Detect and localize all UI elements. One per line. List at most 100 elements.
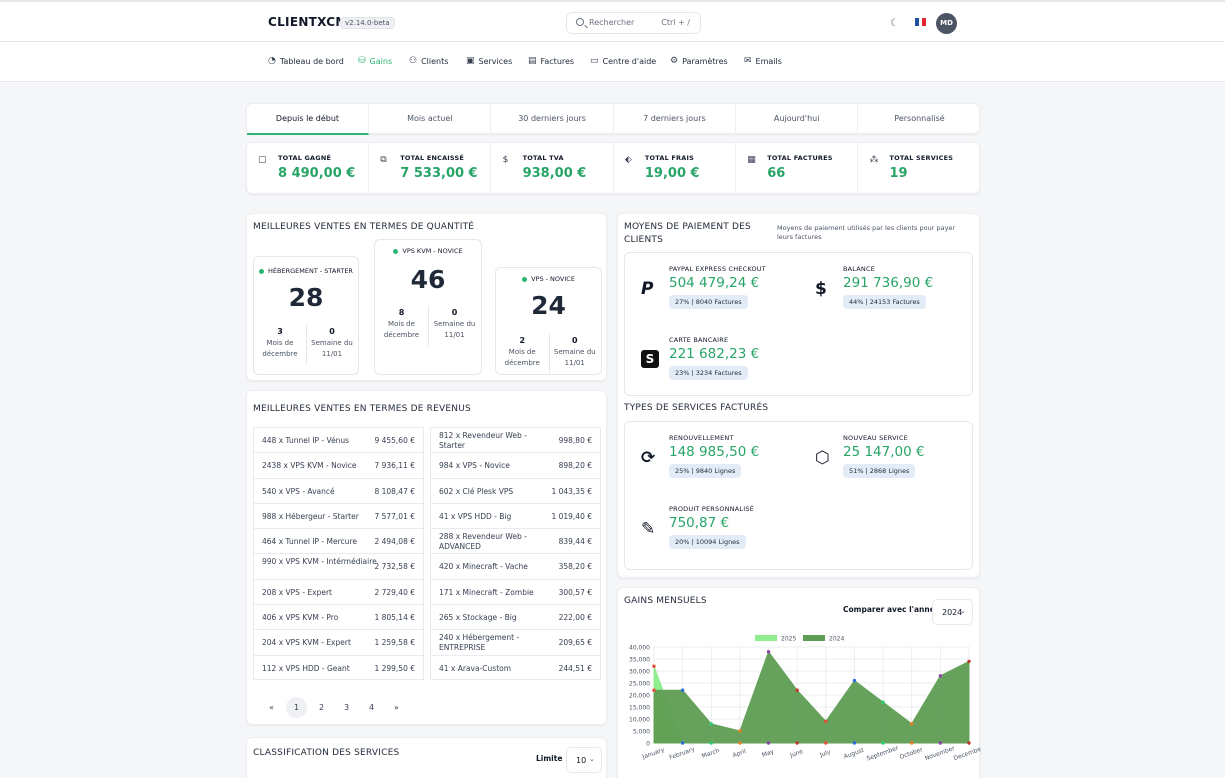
table-row: 171 x Minecraft - Zombie 300,57 €	[430, 578, 601, 605]
x-tick-label: November	[924, 745, 956, 762]
table-row: 990 x VPS KVM - Intérmédiaire 2 732,58 €	[253, 553, 424, 579]
week-value: 0	[571, 336, 578, 345]
table-row: 2438 x VPS KVM - Novice 7 936,11 €	[253, 452, 424, 478]
year-select[interactable]: 2024 ⌄	[932, 599, 973, 625]
french-flag-icon[interactable]	[915, 18, 927, 26]
product-revenue: 1 043,35 €	[551, 486, 592, 496]
y-tick-label: 30,000	[629, 669, 650, 676]
search-input[interactable]: Rechercher Ctrl + /	[566, 12, 701, 34]
limit-select[interactable]: 10 ⌄	[566, 747, 602, 773]
status-dot	[259, 268, 265, 274]
nav-item-label: Services	[478, 56, 513, 66]
item-value: 148 985,50 €	[669, 444, 760, 460]
product-name: 171 x Minecraft - Zombie	[439, 587, 534, 597]
nav-item-0[interactable]: ◔ Tableau de bord	[268, 56, 344, 66]
nav-item-3[interactable]: ▣ Services	[466, 56, 512, 66]
product-revenue: 9 455,60 €	[374, 436, 415, 445]
product-name: 988 x Hébergeur - Starter	[262, 511, 359, 521]
limit-value: 10	[576, 756, 587, 765]
x-tick-label: January	[641, 746, 666, 761]
product-name: 41 x VPS HDD - Big	[439, 511, 512, 521]
product-revenue: 1 259,58 €	[374, 638, 415, 648]
section-title: TYPES DE SERVICES FACTURÉS	[624, 403, 769, 413]
nav-item-7[interactable]: ✉ Emails	[744, 56, 782, 66]
item-value: 25 147,00 €	[843, 444, 925, 460]
nav-item-2[interactable]: ⚇ Clients	[409, 56, 448, 66]
payment-methods-card: MOYENS DE PAIEMENT DES CLIENTS Moyens de…	[617, 213, 980, 578]
refresh-icon: ⟳	[641, 448, 656, 468]
page-button-1[interactable]: 1	[286, 697, 307, 718]
stat-value: 19	[889, 166, 908, 181]
stat-label: TOTAL SERVICES	[889, 154, 954, 162]
stat-card: ⁂ TOTAL SERVICES 19	[859, 143, 981, 195]
product-revenue: 1 019,40 €	[551, 511, 592, 521]
legend-swatch	[755, 635, 777, 641]
top-bar: CLIENTXCMS v2.14.0-beta Rechercher Ctrl …	[0, 0, 1225, 42]
product-name: 984 x VPS - Novice	[439, 461, 510, 471]
service-types-box: ⟳ RENOUVELLEMENT 148 985,50 € 25% | 9840 Li…	[624, 421, 973, 570]
page-button-5[interactable]: »	[394, 703, 399, 712]
x-tick-label: May	[761, 748, 775, 759]
item-value: 291 736,90 €	[843, 275, 934, 291]
nav-item-5[interactable]: ▭ Centre d'aide	[590, 56, 656, 66]
section-title: GAINS MENSUELS	[624, 596, 707, 606]
tab-period-4[interactable]: Aujourd'hui	[736, 104, 859, 135]
search-icon	[576, 18, 584, 26]
nav-item-label: Gains	[369, 56, 393, 66]
monthly-gains-chart: 40,000 35,000 30,000 25,000 20,000 15,000 10,0…	[629, 635, 981, 763]
product-name: 464 x Tunnel IP - Mercure	[262, 537, 357, 547]
table-row: 540 x VPS - Avancé 8 108,47 €	[253, 477, 424, 503]
tab-period-5[interactable]: Personnalisé	[894, 114, 945, 123]
item-label: BALANCE	[843, 265, 876, 273]
stat-value: 66	[767, 166, 786, 181]
page-button-2[interactable]: 2	[318, 703, 325, 712]
best-sales-revenue-card: MEILLEURES VENTES EN TERMES DE REVENUS 4…	[246, 390, 607, 725]
top-product-card: VPS - NOVICE 24 2 Mois de décembre 0 Semaine …	[495, 267, 602, 375]
nav-item-4[interactable]: ▤ Factures	[528, 56, 574, 66]
y-tick-label: 10,000	[629, 717, 650, 724]
tab-period-2[interactable]: 30 derniers jours	[492, 104, 614, 135]
divider	[306, 325, 307, 365]
table-row: 602 x Clé Plesk VPS 1 043,35 €	[430, 477, 601, 503]
page-button-0[interactable]: «	[269, 703, 274, 712]
page-button-3[interactable]: 3	[343, 703, 350, 712]
data-point	[738, 741, 742, 745]
stat-card: ⬖ TOTAL FRAIS 19,00 €	[614, 143, 736, 195]
page-button-4[interactable]: 4	[368, 703, 375, 712]
stat-label: TOTAL ENCAISSÉ	[400, 154, 465, 162]
product-name: 288 x Revendeur Web - ADVANCED	[439, 532, 527, 552]
period-tabs: Depuis le début Mois actuel 30 derniers jo…	[246, 103, 980, 135]
dark-mode-icon[interactable]: ☾	[890, 18, 899, 29]
section-title: MEILLEURES VENTES EN TERMES DE REVENUS	[253, 404, 471, 414]
x-tick-label: August	[843, 746, 866, 760]
product-revenue: 222,00 €	[558, 613, 592, 623]
nav-item-6[interactable]: ⚙ Paramètres	[670, 56, 728, 66]
y-tick-label: 15,000	[629, 705, 650, 712]
nav-item-1[interactable]: ⛁ Gains	[358, 56, 392, 66]
cube-icon: ⬡	[815, 448, 830, 468]
version-badge: v2.14.0-beta	[340, 17, 395, 29]
brand-logo[interactable]: CLIENTXCMS	[268, 15, 357, 29]
dollar-icon: $	[502, 155, 509, 165]
tab-period-3[interactable]: 7 derniers jours	[614, 104, 736, 135]
item-label: PAYPAL EXPRESS CHECKOUT	[669, 265, 766, 273]
item-value: 504 479,24 €	[669, 275, 760, 291]
section-title: CLASSIFICATION DES SERVICES	[253, 748, 400, 758]
avatar[interactable]: MD	[936, 13, 957, 34]
tab-period-1[interactable]: Mois actuel	[369, 104, 492, 135]
top-product-card: VPS KVM - NOVICE 46 8 Mois de décembre 0 Sema…	[374, 239, 482, 375]
data-point	[709, 741, 713, 745]
divider	[428, 306, 429, 346]
nav-item-label: Tableau de bord	[279, 56, 344, 66]
tab-period-0[interactable]: Depuis le début	[247, 104, 369, 135]
data-point	[852, 741, 857, 745]
data-point	[652, 664, 656, 668]
product-revenue: 998,80 €	[558, 436, 592, 445]
table-row: 988 x Hébergeur - Starter 7 577,01 €	[253, 502, 424, 529]
nav-item-label: Paramètres	[682, 56, 728, 66]
product-month-count: 2 Mois de décembre	[496, 336, 549, 369]
boxes-icon: ⁂	[869, 155, 879, 165]
product-revenue: 2 494,08 €	[374, 537, 415, 547]
product-name-text: HÉBERGEMENT - STARTER	[268, 267, 353, 275]
status-dot	[522, 276, 528, 282]
